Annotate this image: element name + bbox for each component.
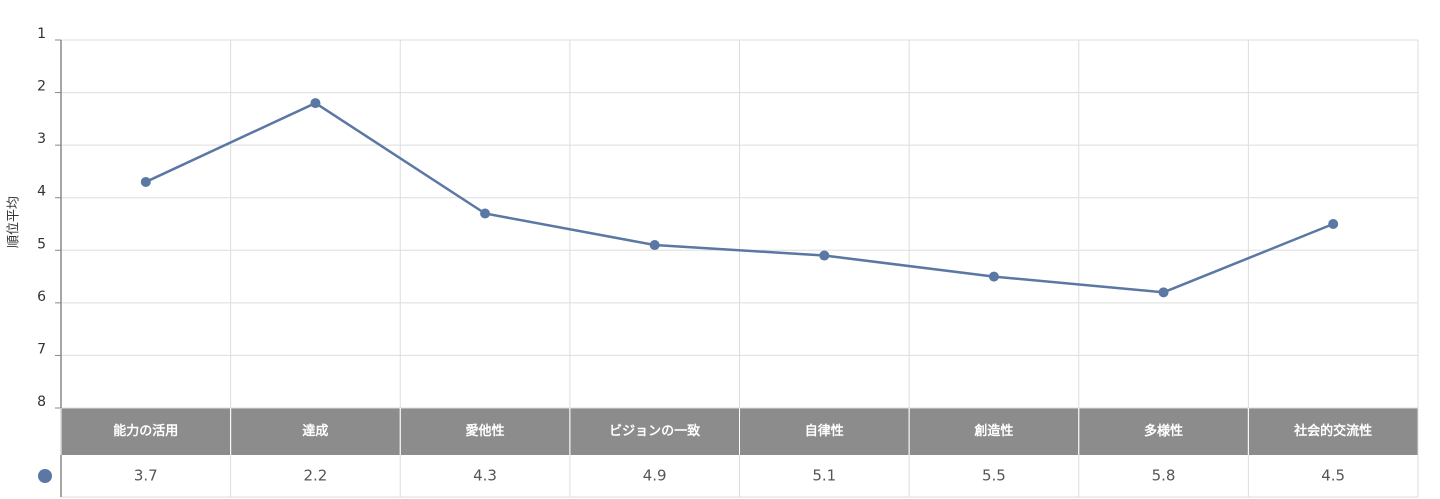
data-point xyxy=(140,176,151,187)
legend-marker xyxy=(38,469,52,483)
table-value: 4.9 xyxy=(643,467,667,485)
y-tick-label: 8 xyxy=(37,394,46,410)
category-label: 愛他性 xyxy=(466,423,505,439)
y-tick-label: 6 xyxy=(37,289,46,305)
category-label: 能力の活用 xyxy=(113,423,178,439)
data-point xyxy=(1328,219,1339,229)
category-label: 創造性 xyxy=(973,423,1013,439)
data-point xyxy=(310,98,321,109)
data-point xyxy=(819,250,830,261)
y-axis-label: 順位平均 xyxy=(7,196,22,248)
y-tick-label: 7 xyxy=(37,341,46,357)
category-label: 自律性 xyxy=(805,423,844,439)
category-label: ビジョンの一致 xyxy=(609,423,701,439)
data-point xyxy=(1158,287,1169,298)
y-tick-label: 1 xyxy=(37,26,46,42)
table-value: 3.7 xyxy=(134,467,158,485)
table-value: 5.1 xyxy=(812,467,836,485)
y-tick-label: 2 xyxy=(37,79,46,95)
y-tick-label: 4 xyxy=(37,184,46,200)
series-line xyxy=(145,101,1334,294)
data-point xyxy=(649,240,660,251)
data-point xyxy=(988,271,999,282)
category-label: 社会的交流性 xyxy=(1293,423,1372,439)
table-value: 5.8 xyxy=(1152,467,1176,485)
y-tick-label: 3 xyxy=(37,131,46,147)
table-value: 5.5 xyxy=(982,467,1006,485)
category-label: 多様性 xyxy=(1144,423,1183,439)
table-value: 4.5 xyxy=(1321,467,1345,485)
data-point xyxy=(480,208,491,219)
table-value: 2.2 xyxy=(304,467,328,485)
y-tick-label: 5 xyxy=(37,236,46,252)
category-label: 達成 xyxy=(302,423,328,439)
table-value: 4.3 xyxy=(473,467,497,485)
